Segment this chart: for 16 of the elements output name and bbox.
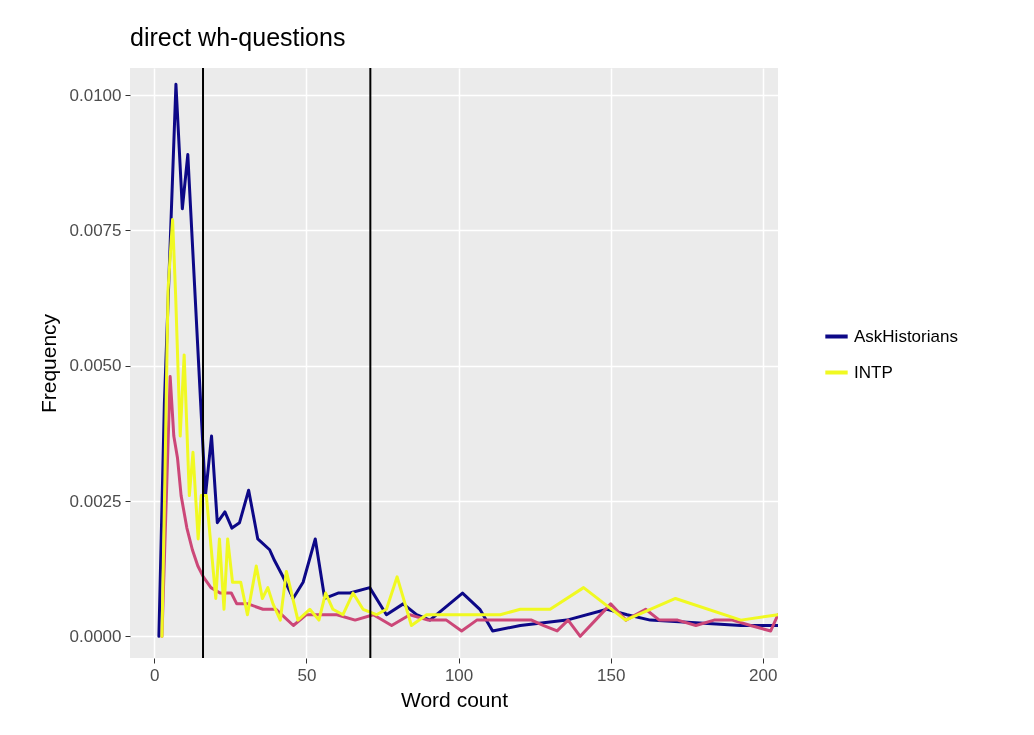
y-tick-label: 0.0100 [69,85,122,105]
line-series [160,218,778,638]
x-tick-label: 0 [150,665,160,685]
x-tick-label: 50 [297,665,317,685]
x-tick-label: 150 [596,665,626,685]
x-tick-label: 100 [444,665,474,685]
y-tick-label: 0.0075 [69,220,122,240]
legend-label: INTP [854,362,893,382]
y-axis-title: Frequency [36,313,60,414]
chart-title: direct wh-questions [130,23,346,51]
y-tick-label: 0.0025 [69,491,122,511]
y-tick-label: 0.0000 [69,626,122,646]
legend-label: AskHistorians [854,326,958,346]
y-tick-label: 0.0050 [69,356,122,376]
x-axis-title: Word count [401,687,509,711]
x-tick-label: 200 [749,665,778,685]
